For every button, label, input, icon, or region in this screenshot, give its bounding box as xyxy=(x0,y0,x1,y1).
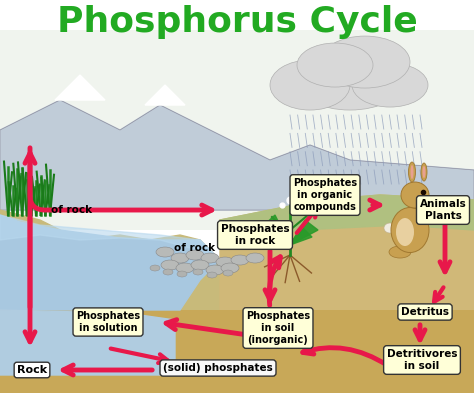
Text: Phosphates
in organic
compounds: Phosphates in organic compounds xyxy=(293,178,357,213)
Text: Detritivores
in soil: Detritivores in soil xyxy=(387,349,457,371)
Ellipse shape xyxy=(150,265,160,271)
Text: Phosphorus Cycle: Phosphorus Cycle xyxy=(56,5,418,39)
Ellipse shape xyxy=(193,269,203,275)
Ellipse shape xyxy=(223,270,233,276)
Ellipse shape xyxy=(410,165,413,179)
Ellipse shape xyxy=(177,271,187,277)
Text: of rock: of rock xyxy=(174,243,216,253)
Ellipse shape xyxy=(171,253,189,263)
Ellipse shape xyxy=(421,163,427,181)
Text: Animals
Plants: Animals Plants xyxy=(419,199,466,221)
Polygon shape xyxy=(0,100,474,210)
Ellipse shape xyxy=(176,263,194,273)
Ellipse shape xyxy=(320,36,410,88)
Ellipse shape xyxy=(391,208,429,253)
Text: Detritus: Detritus xyxy=(401,307,449,317)
Bar xyxy=(0,310,474,393)
Ellipse shape xyxy=(216,257,234,267)
Text: Phosphates
in rock: Phosphates in rock xyxy=(221,224,289,246)
Text: Rock: Rock xyxy=(17,365,47,375)
Ellipse shape xyxy=(163,269,173,275)
Ellipse shape xyxy=(161,260,179,270)
Ellipse shape xyxy=(246,253,264,263)
Text: of rock: of rock xyxy=(52,205,92,215)
Polygon shape xyxy=(220,195,474,393)
Polygon shape xyxy=(262,215,290,245)
Text: Phosphates
in solution: Phosphates in solution xyxy=(76,311,140,333)
Ellipse shape xyxy=(156,247,174,257)
Polygon shape xyxy=(220,195,474,245)
Ellipse shape xyxy=(422,166,426,178)
Ellipse shape xyxy=(201,253,219,263)
Ellipse shape xyxy=(221,263,239,273)
Polygon shape xyxy=(268,230,290,245)
Ellipse shape xyxy=(389,246,411,258)
Ellipse shape xyxy=(352,63,428,107)
Ellipse shape xyxy=(396,218,414,246)
Ellipse shape xyxy=(384,223,396,233)
Polygon shape xyxy=(0,310,175,375)
Ellipse shape xyxy=(297,43,373,87)
Polygon shape xyxy=(290,227,312,245)
Ellipse shape xyxy=(409,162,416,182)
Ellipse shape xyxy=(295,50,405,110)
Polygon shape xyxy=(0,215,220,260)
Ellipse shape xyxy=(207,272,217,278)
Ellipse shape xyxy=(401,182,429,208)
Ellipse shape xyxy=(191,260,209,270)
Polygon shape xyxy=(0,215,220,310)
Polygon shape xyxy=(0,210,220,393)
Text: Phosphates
in soil
(inorganic): Phosphates in soil (inorganic) xyxy=(246,310,310,345)
Ellipse shape xyxy=(186,250,204,260)
Polygon shape xyxy=(145,85,185,105)
Ellipse shape xyxy=(206,265,224,275)
Polygon shape xyxy=(290,220,318,245)
Text: (solid) phosphates: (solid) phosphates xyxy=(163,363,273,373)
Ellipse shape xyxy=(270,60,350,110)
Bar xyxy=(0,30,474,230)
Polygon shape xyxy=(55,75,105,100)
Ellipse shape xyxy=(231,255,249,265)
